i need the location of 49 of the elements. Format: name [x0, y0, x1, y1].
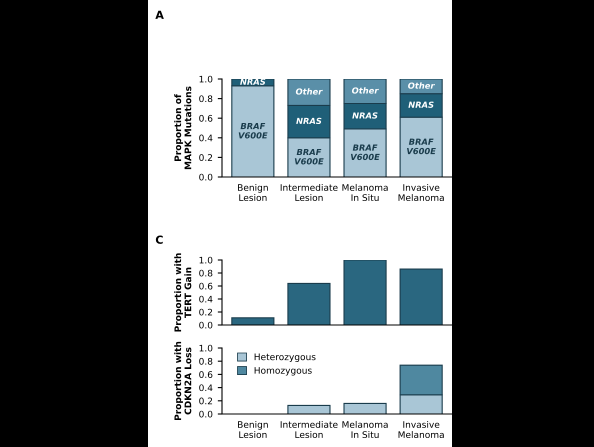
y-tick-label: 0.8	[199, 358, 212, 365]
y-axis-title: Proportion with CDKN2A Loss	[174, 342, 192, 420]
x-tick-label: Intermediate Lesion	[280, 184, 338, 202]
y-tick-label: 1.0	[200, 344, 212, 352]
bar	[343, 260, 387, 325]
x-tick-label: Invasive Melanoma	[398, 420, 444, 438]
text: Other	[296, 88, 323, 95]
bar	[287, 282, 331, 325]
x-tick-label: Intermediate Lesion	[280, 420, 338, 438]
y-tick-label: 0.8	[199, 95, 212, 102]
y-tick-label: 1.0	[200, 256, 212, 264]
legend-label: Heterozygous	[254, 354, 316, 362]
y-tick-label: 0.0	[199, 174, 212, 181]
text: NRAS	[296, 118, 322, 124]
y-axis-title: Proportion of MAPK Mutations	[174, 86, 192, 170]
y-tick-label: 0.0	[199, 410, 212, 418]
bar	[287, 404, 331, 414]
text: A	[155, 10, 164, 19]
text: Other	[352, 87, 379, 94]
y-tick-label: 1.0	[200, 76, 212, 83]
series-label: Other	[408, 82, 435, 89]
y-axis-title: Proportion with TERT Gain	[174, 253, 192, 332]
y-tick-label: 0.0	[199, 322, 212, 329]
text: BRAF V600E	[350, 144, 380, 160]
x-tick-label: Benign Lesion	[238, 184, 268, 202]
bar	[400, 268, 443, 325]
x-tick-label: Melanoma In Situ	[342, 184, 388, 202]
x-tick-label: Melanoma In Situ	[342, 420, 388, 438]
y-tick-label: 0.4	[199, 296, 212, 303]
y-tick-label: 0.4	[199, 134, 212, 142]
y-tick-label: 0.2	[199, 154, 212, 161]
text: C	[156, 235, 163, 244]
legend-label: Homozygous	[254, 367, 312, 376]
text: BRAF V600E	[407, 138, 436, 154]
text: NRAS	[408, 102, 434, 108]
bar	[231, 317, 274, 325]
y-tick-label: 0.6	[199, 282, 212, 290]
y-tick-label: 0.2	[199, 308, 212, 316]
text: BRAF V600E	[294, 148, 324, 164]
text: NRAS	[352, 112, 378, 119]
y-tick-label: 0.6	[199, 114, 212, 122]
y-tick-label: 0.2	[199, 398, 212, 404]
bar	[343, 402, 387, 414]
series-label: BRAF V600E	[238, 122, 268, 139]
x-tick-label: Benign Lesion	[238, 420, 268, 438]
y-tick-label: 0.6	[199, 371, 212, 378]
y-tick-label: 0.8	[199, 270, 212, 277]
y-tick-label: 0.4	[199, 384, 212, 392]
x-tick-label: Invasive Melanoma	[398, 184, 444, 202]
